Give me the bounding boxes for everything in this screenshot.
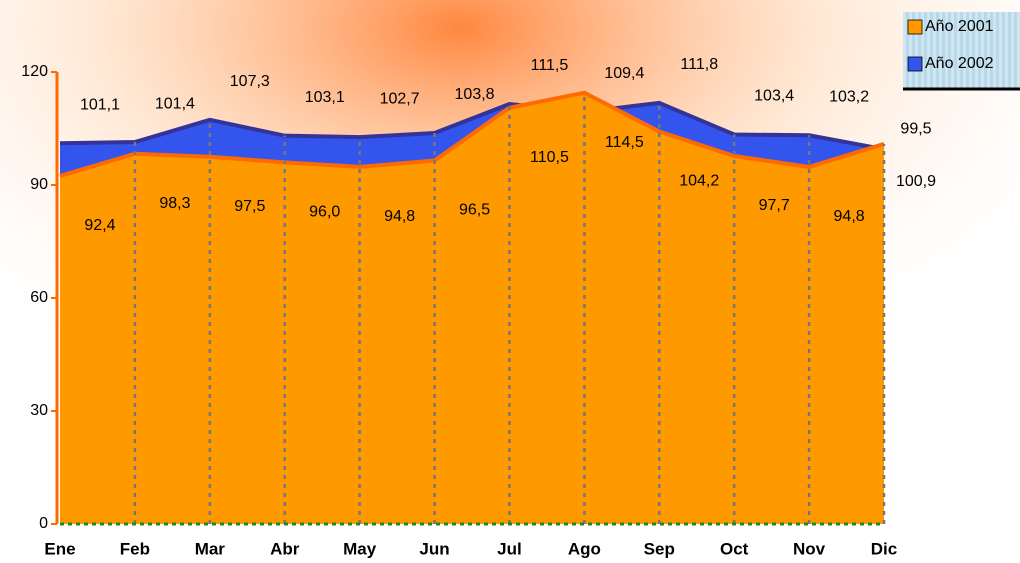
area-line [59,90,885,178]
x-tick-label: May [343,539,377,558]
y-tick-label: 30 [30,402,48,419]
x-tick-label: Sep [644,539,675,558]
data-label: 103,1 [305,89,345,106]
data-label: 110,5 [530,149,569,166]
area [60,92,884,524]
data-label: 101,1 [80,96,120,113]
x-tick-label: Mar [195,539,226,558]
data-label: 100,9 [896,173,936,190]
data-label: 94,8 [384,208,415,225]
x-tick-label: Ene [44,539,75,558]
data-label: 103,8 [455,86,495,103]
legend-swatch [907,19,923,35]
data-label: 109,4 [604,65,644,82]
data-label: 111,5 [531,57,569,74]
x-tick-label: Feb [120,539,150,558]
x-tick-label: Ago [568,539,601,558]
legend-label: Año 2001 [925,18,994,35]
y-tick-label: 120 [21,63,48,80]
data-label: 103,2 [829,88,869,105]
area-line [59,100,885,152]
data-label: 107,3 [230,73,270,90]
data-label: 111,8 [680,56,718,73]
data-label: 101,4 [155,95,195,112]
legend-box [903,12,1020,88]
data-label: 92,4 [84,217,115,234]
y-tick-label: 0 [39,515,48,532]
data-label: 103,4 [754,88,794,105]
x-tick-label: Oct [720,539,749,558]
x-tick-label: Dic [871,539,897,558]
data-label: 96,0 [309,204,340,221]
legend-swatch [907,56,923,72]
legend-label: Año 2002 [925,55,994,72]
data-label: 97,7 [759,197,790,214]
data-label: 98,3 [159,195,190,212]
x-tick-label: Jun [419,539,449,558]
x-tick-label: Jul [497,539,522,558]
y-tick-label: 90 [30,176,48,193]
data-label: 97,5 [234,198,265,215]
data-label: 102,7 [380,90,420,107]
data-label: 114,5 [605,134,644,151]
data-label: 96,5 [459,202,490,219]
x-tick-label: Nov [793,539,826,558]
x-tick-label: Abr [270,539,300,558]
data-label: 94,8 [834,208,865,225]
data-label: 104,2 [679,173,719,190]
y-tick-label: 60 [30,289,48,306]
data-label: 99,5 [900,120,931,137]
